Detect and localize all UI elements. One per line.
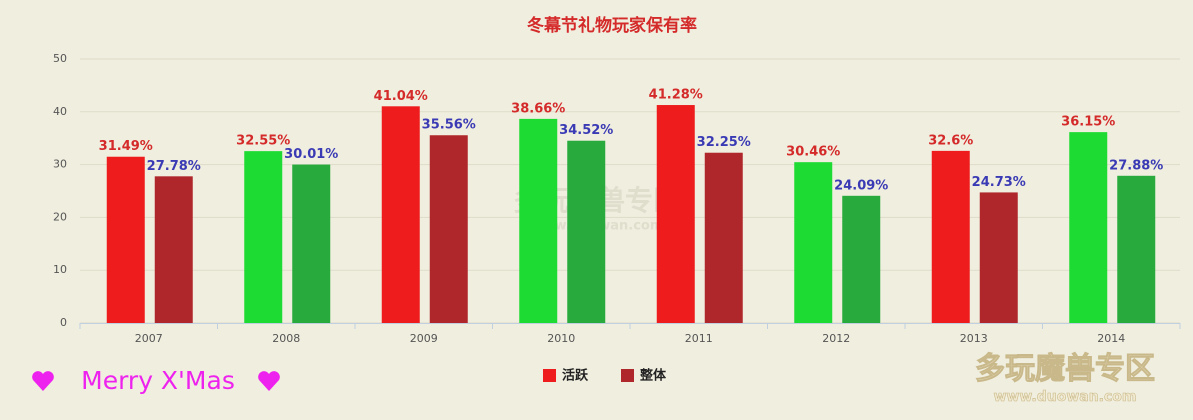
- bar: [1069, 132, 1108, 323]
- bar: [106, 156, 145, 323]
- value-label: 24.73%: [972, 175, 1026, 190]
- annotation: Merry X'Mas: [81, 366, 235, 395]
- value-label: 27.88%: [1109, 158, 1163, 173]
- value-label: 31.49%: [99, 139, 153, 154]
- heart-icon: [258, 371, 280, 391]
- y-tick-label: 10: [53, 263, 67, 276]
- bar: [244, 151, 283, 323]
- y-tick-label: 40: [53, 105, 67, 118]
- watermark-url: www.duowan.com: [993, 389, 1136, 405]
- value-label: 32.55%: [236, 134, 290, 149]
- value-label: 24.09%: [834, 178, 888, 193]
- bar: [154, 176, 193, 323]
- value-label: 32.25%: [697, 135, 751, 150]
- x-tick-label: 2011: [685, 332, 713, 345]
- bar: [656, 105, 695, 324]
- legend-label: 整体: [639, 368, 667, 384]
- y-tick-label: 0: [60, 316, 67, 329]
- value-label: 38.66%: [511, 101, 565, 116]
- value-label: 35.56%: [422, 118, 476, 133]
- x-tick-label: 2007: [135, 332, 163, 345]
- x-tick-label: 2012: [822, 332, 850, 345]
- bar: [292, 164, 331, 323]
- x-tick-label: 2013: [960, 332, 988, 345]
- bar: [704, 152, 743, 323]
- legend-swatch: [543, 369, 556, 382]
- value-label: 30.46%: [786, 145, 840, 160]
- value-label: 30.01%: [284, 147, 338, 162]
- bar: [842, 195, 881, 323]
- chart-title: 冬幕节礼物玩家保有率: [527, 15, 697, 36]
- bar: [567, 140, 606, 323]
- bar: [519, 118, 558, 323]
- y-tick-label: 20: [53, 210, 67, 223]
- x-tick-label: 2010: [547, 332, 575, 345]
- legend-swatch: [621, 369, 634, 382]
- value-label: 32.6%: [928, 133, 973, 148]
- bar: [1117, 175, 1156, 323]
- x-tick-label: 2008: [272, 332, 300, 345]
- legend-label: 活跃: [562, 368, 589, 384]
- value-label: 34.52%: [559, 123, 613, 138]
- bar: [794, 162, 833, 323]
- bar: [381, 106, 420, 323]
- bar: [429, 135, 468, 323]
- y-tick-label: 50: [53, 52, 67, 65]
- heart-icon: [32, 371, 54, 391]
- value-label: 36.15%: [1061, 115, 1115, 130]
- y-tick-label: 30: [53, 158, 67, 171]
- bar: [931, 150, 970, 323]
- x-tick-label: 2014: [1097, 332, 1125, 345]
- value-label: 27.78%: [147, 159, 201, 174]
- value-label: 41.28%: [649, 88, 703, 103]
- watermark: 多玩魔兽专区: [975, 352, 1155, 387]
- value-label: 41.04%: [374, 89, 428, 104]
- bar: [979, 192, 1018, 323]
- x-tick-label: 2009: [410, 332, 438, 345]
